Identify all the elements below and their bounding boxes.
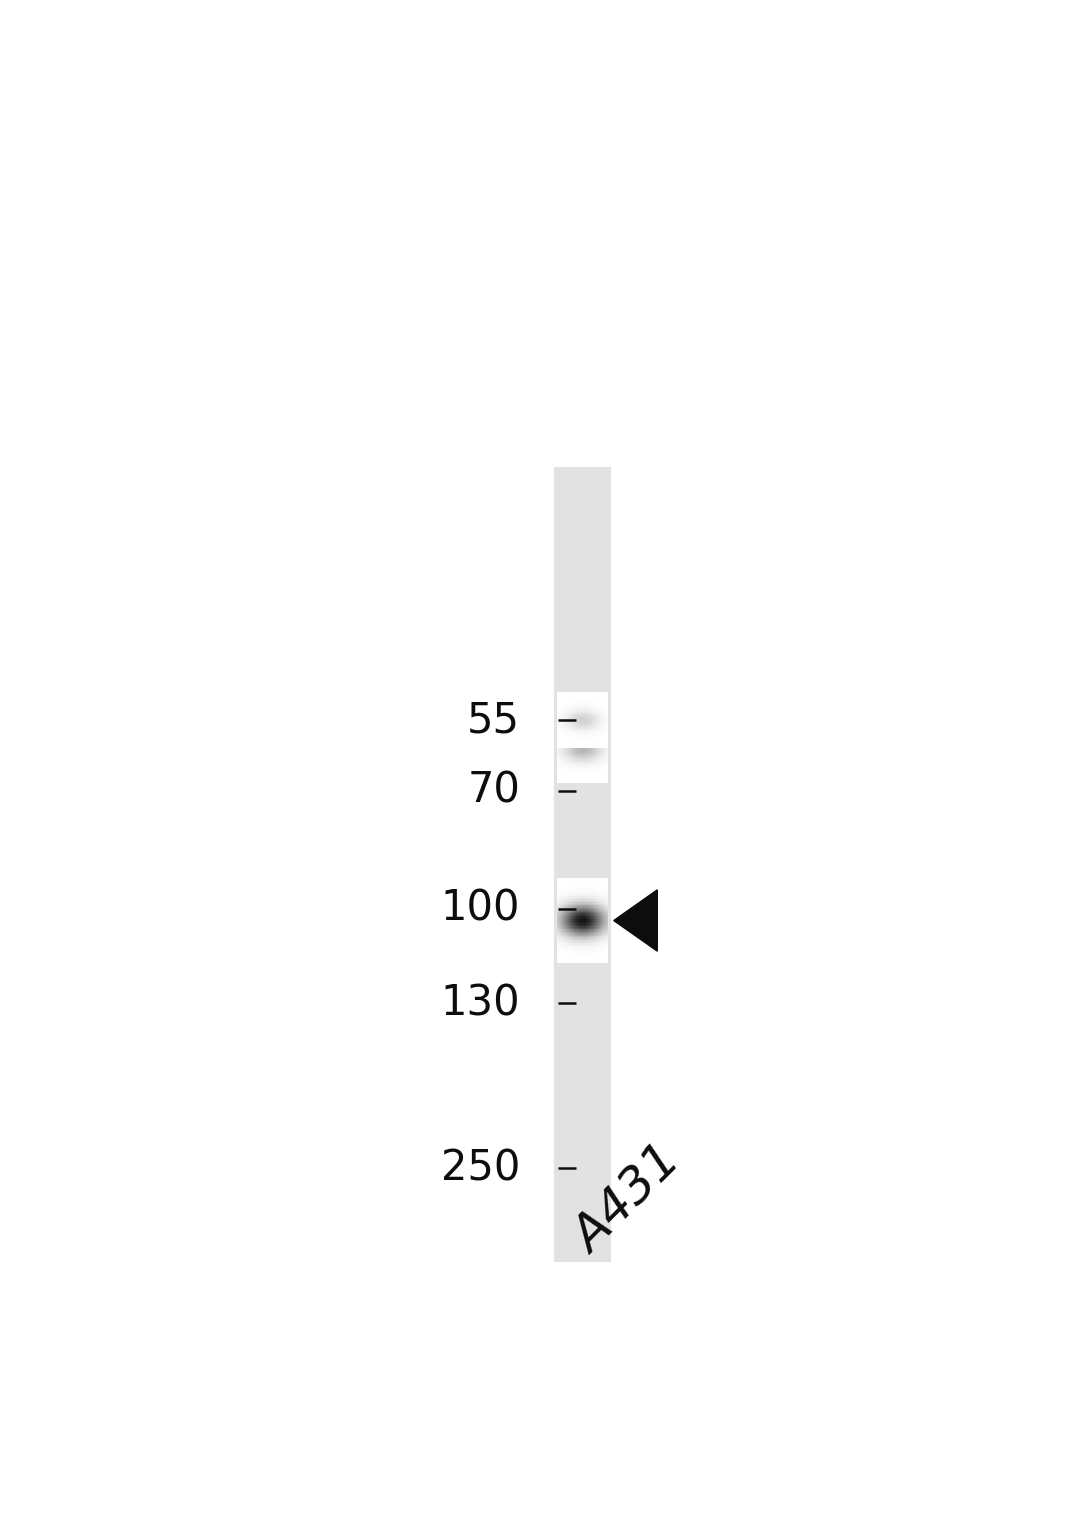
Bar xyxy=(554,467,611,1263)
Text: 250: 250 xyxy=(441,1147,521,1190)
Text: 55: 55 xyxy=(467,700,521,741)
Text: A431: A431 xyxy=(566,1136,691,1263)
Text: 100: 100 xyxy=(441,888,521,929)
Text: 130: 130 xyxy=(441,981,521,1024)
Polygon shape xyxy=(613,890,658,951)
Text: 70: 70 xyxy=(468,770,521,811)
